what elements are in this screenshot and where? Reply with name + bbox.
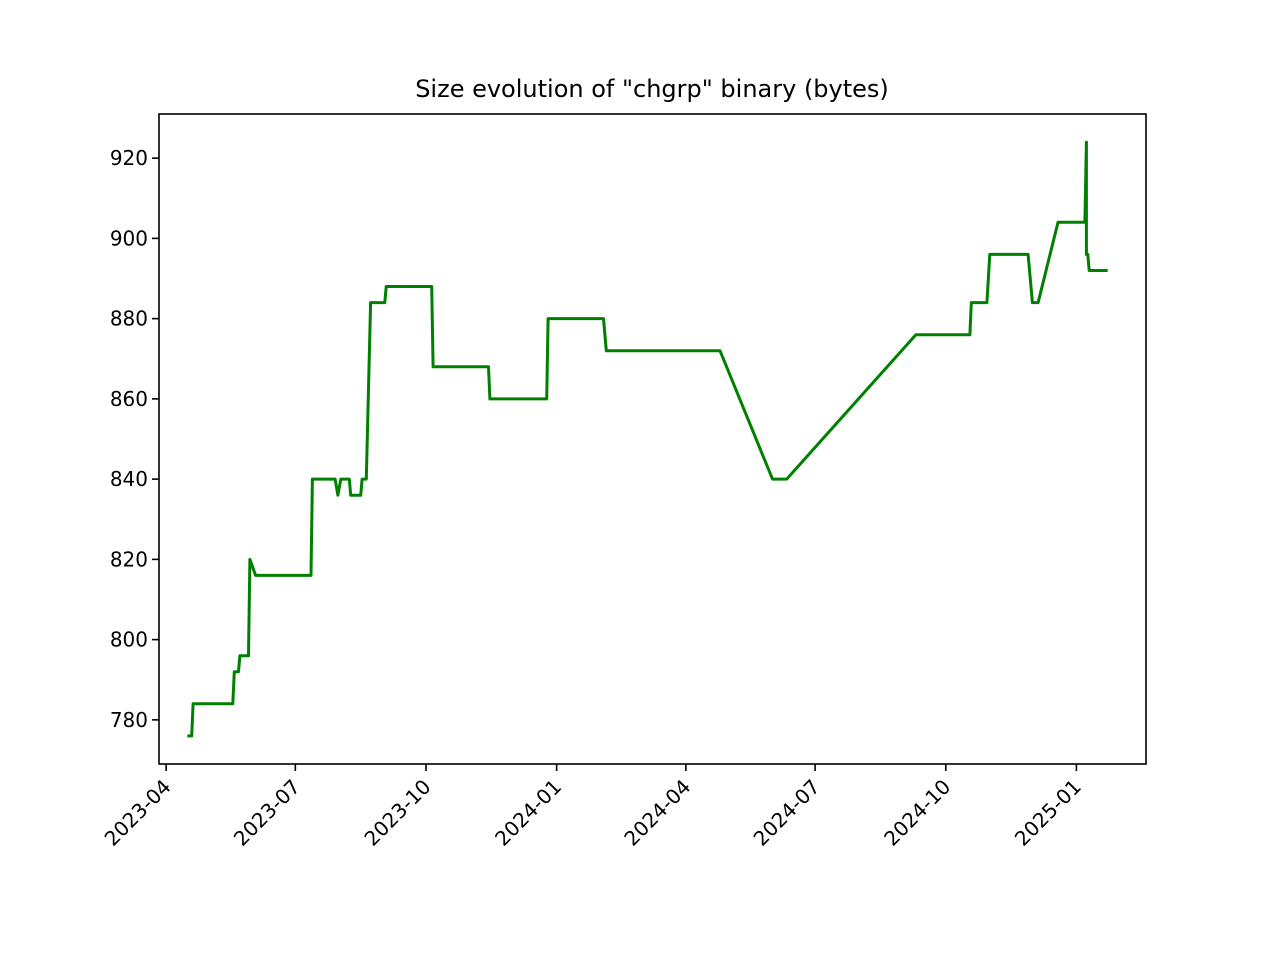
y-tick-label: 860 — [110, 387, 148, 411]
plot-area-frame — [158, 113, 1147, 765]
y-tick-label: 800 — [110, 628, 148, 652]
chart-title: Size evolution of "chgrp" binary (bytes) — [415, 75, 889, 103]
y-axis: 780 800 820 840 860 880 900 920 — [110, 146, 159, 732]
y-tick-label: 900 — [110, 226, 148, 250]
y-tick-label: 780 — [110, 708, 148, 732]
y-tick-label: 840 — [110, 467, 148, 491]
y-tick-label: 880 — [110, 307, 148, 331]
y-tick-label: 920 — [110, 146, 148, 170]
series-line — [187, 140, 1108, 738]
y-tick-label: 820 — [110, 547, 148, 571]
